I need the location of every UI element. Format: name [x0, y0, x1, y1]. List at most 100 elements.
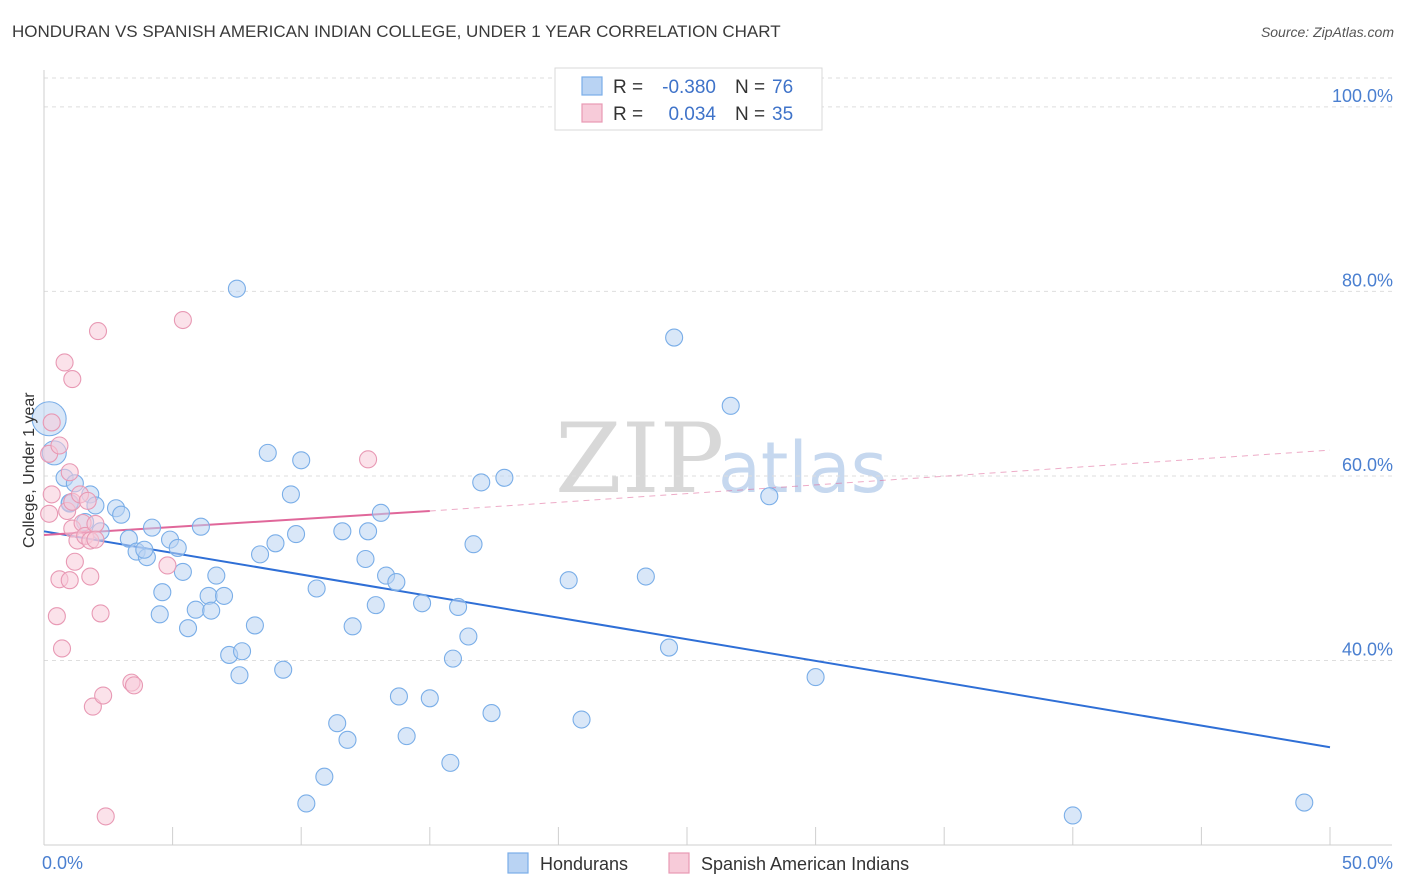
honduran-point-35	[266, 534, 285, 553]
spanish-american-indian-point-20	[78, 491, 97, 510]
watermark-atlas: atlas	[718, 427, 887, 509]
honduran-point-63	[482, 704, 501, 723]
bottom-legend-label-hondurans: Hondurans	[540, 854, 628, 874]
spanish-american-indian-point-24	[86, 514, 105, 533]
honduran-point-49	[366, 596, 385, 615]
spanish-american-indian-point-5	[50, 436, 69, 455]
honduran-point-38	[287, 525, 306, 544]
legend-r-value-1: -0.380	[662, 77, 716, 98]
spanish-american-indian-point-32	[173, 310, 192, 330]
honduran-point-26	[207, 566, 226, 585]
legend-r-value-2: 0.034	[668, 104, 716, 125]
honduran-point-39	[292, 451, 311, 470]
spanish-american-indian-point-3	[40, 504, 59, 523]
honduran-point-60	[459, 627, 478, 646]
honduran-point-17	[153, 583, 172, 602]
legend-n-value-2: 35	[772, 104, 793, 125]
honduran-point-32	[245, 616, 264, 635]
bottom-legend-swatch-spanish-american-indians	[668, 852, 690, 874]
honduran-point-65	[559, 571, 578, 590]
honduran-point-43	[328, 714, 347, 733]
spanish-american-indian-point-8	[55, 353, 74, 372]
y-tick-label-80: 80.0%	[1342, 270, 1393, 290]
spanish-american-indian-point-34	[86, 530, 105, 549]
honduran-point-31	[227, 279, 246, 298]
y-tick-label-40: 40.0%	[1342, 639, 1393, 659]
honduran-point-66	[572, 710, 591, 729]
chart-source: Source: ZipAtlas.com	[1260, 24, 1394, 40]
honduran-point-47	[356, 549, 375, 569]
x-tick-label-min: 0.0%	[42, 853, 83, 873]
honduran-point-21	[178, 619, 198, 638]
honduran-point-54	[397, 727, 416, 746]
honduran-point-22	[186, 600, 205, 619]
honduran-point-25	[202, 601, 221, 620]
honduran-point-55	[413, 594, 432, 613]
honduran-point-14	[135, 540, 154, 559]
trend-dashed-1	[429, 449, 1331, 512]
honduran-point-68	[659, 638, 679, 657]
spanish-american-indian-point-2	[42, 485, 61, 504]
honduran-point-61	[464, 535, 483, 554]
honduran-point-33	[250, 545, 270, 564]
honduran-point-52	[387, 573, 406, 592]
spanish-american-indian-point-1	[42, 413, 61, 432]
spanish-american-indian-point-25	[88, 322, 108, 341]
honduran-point-42	[315, 767, 334, 786]
legend-r-label-2: R =	[613, 104, 643, 125]
honduran-point-53	[389, 687, 408, 706]
honduran-point-59	[449, 597, 468, 617]
honduran-point-64	[495, 468, 514, 487]
honduran-point-10	[112, 505, 131, 524]
honduran-point-44	[333, 522, 352, 541]
legend-swatch-hondurans	[581, 76, 603, 96]
y-tick-label-60: 60.0%	[1342, 455, 1393, 475]
honduran-point-34	[258, 443, 277, 462]
honduran-point-48	[359, 522, 378, 541]
spanish-american-indian-point-27	[94, 686, 113, 705]
honduran-point-72	[806, 668, 825, 687]
honduran-point-41	[307, 579, 326, 598]
honduran-point-73	[1063, 806, 1082, 825]
legend-n-value-1: 76	[772, 77, 793, 98]
spanish-american-indian-point-28	[96, 807, 115, 826]
spanish-american-indian-point-33	[359, 450, 378, 469]
y-tick-label-100: 100.0%	[1332, 86, 1393, 106]
honduran-point-37	[281, 485, 300, 504]
spanish-american-indian-point-11	[60, 463, 79, 482]
honduran-point-50	[371, 503, 390, 522]
honduran-point-40	[297, 794, 316, 813]
spanish-american-indian-point-4	[47, 607, 66, 626]
watermark-zip: ZIP	[555, 403, 724, 515]
honduran-point-69	[665, 328, 684, 347]
spanish-american-indian-point-21	[81, 567, 100, 586]
spanish-american-indian-point-30	[124, 676, 144, 695]
spanish-american-indian-point-10	[60, 571, 79, 590]
spanish-american-indian-point-14	[63, 370, 82, 389]
honduran-point-57	[441, 753, 460, 772]
bottom-legend-swatch-hondurans	[507, 852, 529, 874]
honduran-point-74	[1295, 793, 1314, 812]
stats-legend: R = -0.380 N = 76 R = 0.034 N = 35	[554, 67, 823, 131]
spanish-american-indian-point-7	[52, 639, 72, 658]
honduran-point-56	[420, 689, 439, 708]
honduran-point-36	[274, 660, 293, 679]
honduran-point-46	[343, 617, 362, 636]
legend-swatch-spanish-american-indians	[581, 103, 603, 123]
honduran-point-58	[443, 649, 462, 668]
grid	[44, 77, 1392, 661]
honduran-point-67	[636, 567, 655, 586]
spanish-american-indian-point-15	[65, 552, 84, 571]
honduran-point-16	[150, 605, 169, 624]
spanish-american-indian-point-26	[91, 604, 110, 623]
chart-title: HONDURAN VS SPANISH AMERICAN INDIAN COLL…	[12, 22, 781, 41]
y-axis-label: College, Under 1 year	[21, 392, 38, 548]
honduran-point-24	[199, 586, 218, 605]
honduran-point-15	[142, 518, 162, 537]
honduran-point-19	[168, 538, 187, 557]
spanish-american-indian-point-23	[83, 697, 102, 716]
honduran-point-62	[472, 473, 491, 492]
honduran-point-70	[721, 396, 740, 415]
y-tick-labels: 40.0% 60.0% 80.0% 100.0%	[1332, 86, 1393, 660]
